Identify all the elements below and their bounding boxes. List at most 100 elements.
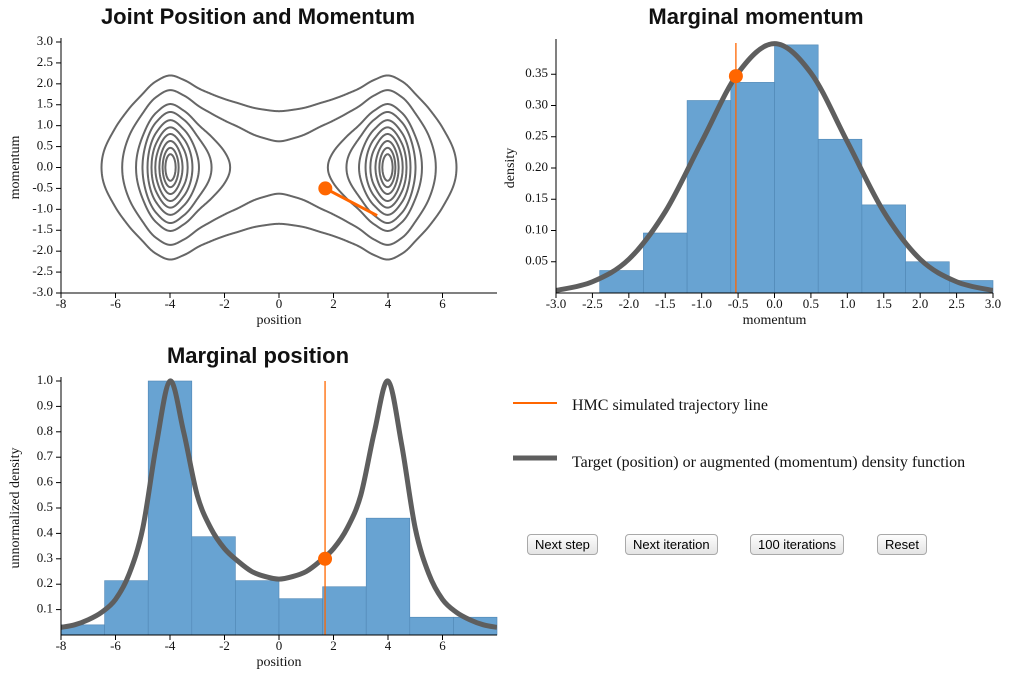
x-tick-label: 6	[439, 296, 446, 311]
y-tick-label: 0.20	[525, 159, 548, 174]
contour-line	[100, 74, 458, 261]
legend-label: Target (position) or augmented (momentum…	[572, 454, 966, 471]
x-tick-label: -2	[219, 296, 230, 311]
bar	[409, 616, 454, 636]
bar	[104, 580, 149, 636]
bar	[235, 580, 280, 636]
y-tick-label: 0.15	[525, 190, 548, 205]
x-tick-label: 1.5	[876, 296, 892, 311]
legend-label: HMC simulated trajectory line	[572, 397, 768, 414]
chart-title: Joint Position and Momentum	[101, 4, 415, 29]
y-tick-label: 0.7	[37, 448, 54, 463]
contour-line	[161, 146, 180, 189]
x-tick-label: -4	[165, 296, 176, 311]
y-tick-label: 2.5	[37, 54, 53, 69]
y-tick-label: 0.0	[37, 158, 53, 173]
chart-title: Marginal momentum	[648, 4, 863, 29]
x-tick-label: -0.5	[728, 296, 749, 311]
y-tick-label: 1.0	[37, 372, 53, 387]
y-tick-label: -3.0	[32, 284, 53, 299]
trajectory-point	[318, 181, 333, 196]
y-tick-label: 2.0	[37, 75, 53, 90]
contour-line	[358, 119, 412, 216]
y-tick-label: 0.9	[37, 397, 53, 412]
y-tick-label: -2.5	[32, 263, 53, 278]
x-tick-label: -8	[56, 296, 67, 311]
x-tick-label: 3.0	[985, 296, 1001, 311]
y-tick-label: 0.1	[37, 601, 53, 616]
contour-line	[378, 146, 397, 189]
bar	[322, 586, 367, 636]
y-tick-label: 0.30	[525, 96, 548, 111]
x-tick-label: 4	[385, 296, 392, 311]
y-tick-label: 3.0	[37, 33, 53, 48]
y-tick-label: 0.3	[37, 550, 53, 565]
x-tick-label: 4	[385, 638, 392, 653]
y-tick-label: 1.5	[37, 96, 53, 111]
contour-line	[141, 110, 213, 225]
current-point	[728, 69, 743, 84]
x-tick-label: 2	[330, 296, 337, 311]
x-axis-label: momentum	[743, 313, 807, 328]
contour-line	[374, 140, 400, 195]
x-tick-label: -4	[165, 638, 176, 653]
contour-line	[146, 119, 200, 216]
y-axis-label: momentum	[8, 136, 23, 200]
trajectory-line	[324, 187, 378, 217]
y-tick-label: 1.0	[37, 117, 53, 132]
bar	[730, 82, 775, 294]
x-tick-label: -6	[110, 296, 121, 311]
x-tick-label: 0.0	[766, 296, 782, 311]
y-tick-label: -1.0	[32, 200, 53, 215]
bar	[643, 232, 688, 294]
x-tick-label: 2.0	[912, 296, 928, 311]
x-tick-label: -6	[110, 638, 121, 653]
contour-line	[326, 103, 423, 232]
x-axis-label: position	[256, 655, 301, 670]
contour-line	[154, 133, 189, 202]
y-tick-label: 0.2	[37, 575, 53, 590]
x-tick-label: -1.0	[691, 296, 712, 311]
y-tick-label: 0.35	[525, 65, 548, 80]
x-tick-label: 0.5	[803, 296, 819, 311]
reset-button[interactable]: Reset	[877, 534, 927, 555]
x-tick-label: 6	[439, 638, 446, 653]
contour-line	[135, 103, 232, 232]
x-tick-label: -2.0	[619, 296, 640, 311]
next-iteration-button[interactable]: Next iteration	[625, 534, 718, 555]
chart-title: Marginal position	[167, 343, 349, 368]
contour-line	[369, 133, 404, 202]
contour-line	[381, 153, 394, 182]
y-axis-label: density	[503, 148, 518, 188]
x-tick-label: -1.5	[655, 296, 676, 311]
x-tick-label: 0	[276, 638, 283, 653]
y-tick-label: 0.5	[37, 138, 53, 153]
x-tick-label: -8	[56, 638, 67, 653]
y-tick-label: 0.10	[525, 221, 548, 236]
bar	[278, 598, 323, 636]
contour-line	[364, 126, 408, 209]
density-curve	[61, 378, 497, 630]
contour-line	[150, 126, 194, 209]
y-tick-label: 0.8	[37, 423, 53, 438]
y-axis-label: unnormalized density	[8, 448, 23, 569]
bar	[861, 204, 906, 294]
y-tick-label: 0.05	[525, 253, 548, 268]
x-axis-label: position	[256, 313, 301, 328]
y-tick-label: -0.5	[32, 179, 53, 194]
x-tick-label: 1.0	[839, 296, 855, 311]
100-iterations-button[interactable]: 100 iterations	[750, 534, 845, 555]
x-tick-label: 2.5	[948, 296, 964, 311]
x-tick-label: 0	[276, 296, 283, 311]
x-tick-label: -3.0	[546, 296, 567, 311]
x-tick-label: -2	[219, 638, 230, 653]
y-tick-label: 0.25	[525, 128, 548, 143]
contour-line	[121, 89, 437, 246]
y-tick-label: -1.5	[32, 221, 53, 236]
next-step-button[interactable]: Next step	[527, 534, 598, 555]
x-tick-label: 2	[330, 638, 337, 653]
bar	[774, 44, 819, 294]
x-tick-label: -2.5	[582, 296, 603, 311]
